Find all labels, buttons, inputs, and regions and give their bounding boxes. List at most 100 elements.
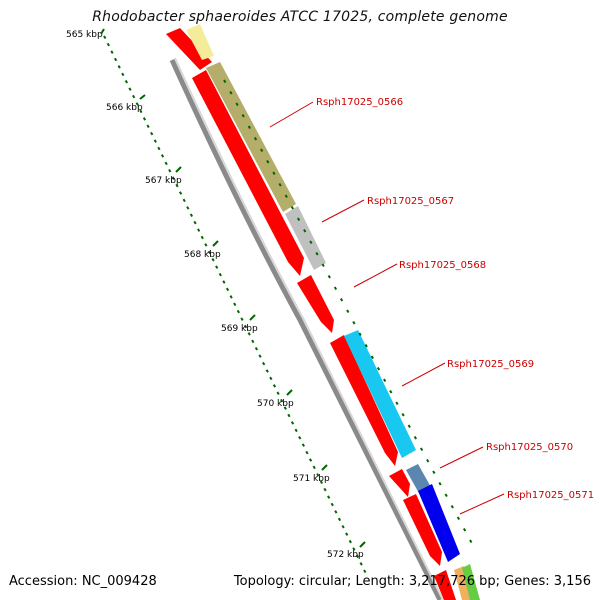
scale-dot xyxy=(253,136,258,141)
scale-dot xyxy=(171,176,175,180)
cds-feature xyxy=(330,335,398,466)
scale-dot xyxy=(364,343,368,348)
scale-dot xyxy=(401,412,405,417)
tick-mark xyxy=(249,314,256,321)
scale-dot xyxy=(225,287,230,292)
tick-label-568: 568 kbp xyxy=(184,250,221,260)
scale-dot xyxy=(309,240,313,245)
scale-dot xyxy=(117,65,121,69)
scale-dot xyxy=(200,235,204,240)
gene-label-0570[interactable]: Rsph17025_0570 xyxy=(486,442,573,453)
scale-dots-inner xyxy=(103,35,367,574)
scale-dot xyxy=(319,480,324,485)
scale-dot xyxy=(346,309,350,314)
scale-dot xyxy=(251,339,255,344)
scale-dot xyxy=(298,435,302,440)
tick-label-571: 571 kbp xyxy=(293,474,330,484)
cds-feature xyxy=(403,494,442,566)
scale-dot xyxy=(337,517,342,522)
scale-dot xyxy=(233,302,237,307)
cds-feature xyxy=(192,70,304,276)
gene-block-0569 xyxy=(344,330,416,458)
scale-dot xyxy=(315,251,319,256)
scale-dot xyxy=(229,90,233,95)
scale-dot xyxy=(305,450,309,455)
scale-dot xyxy=(303,228,307,233)
reverse-strand xyxy=(166,28,456,600)
scale-dot xyxy=(456,516,461,521)
scale-dot xyxy=(413,435,418,440)
scale-dot xyxy=(462,527,467,532)
scale-dot xyxy=(348,539,352,544)
scale-dot xyxy=(276,391,280,396)
scale-dot xyxy=(168,168,172,173)
scale-dot xyxy=(265,369,269,373)
scale-dot xyxy=(269,376,273,381)
gene-label-0568[interactable]: Rsph17025_0568 xyxy=(399,260,486,271)
scale-dot xyxy=(178,191,183,195)
map-title: Rhodobacter sphaeroides ATCC 17025, comp… xyxy=(92,9,508,25)
scale-dot xyxy=(207,250,212,255)
scale-dot xyxy=(296,217,301,222)
gene-labels: Rsph17025_0566 Rsph17025_0567 Rsph17025_… xyxy=(316,97,594,501)
scale-dot xyxy=(308,458,313,462)
scale-dot xyxy=(272,384,277,388)
tick-mark xyxy=(175,166,182,173)
scale-dot xyxy=(352,547,356,551)
leader-line-0567 xyxy=(321,199,365,223)
scale-dot xyxy=(157,146,161,151)
gene-label-0567[interactable]: Rsph17025_0567 xyxy=(367,196,454,207)
tick-label-570: 570 kbp xyxy=(257,399,294,409)
scale-dot xyxy=(438,481,442,486)
scale-dot xyxy=(358,332,362,337)
gene-label-0569[interactable]: Rsph17025_0569 xyxy=(447,359,534,370)
scale-dot xyxy=(294,428,298,433)
leader-lines xyxy=(269,101,505,515)
tick-marks xyxy=(100,28,366,548)
scale-dot xyxy=(278,182,282,187)
leader-line-0570 xyxy=(439,446,484,469)
scale-dot xyxy=(363,569,367,574)
leader-line-0571 xyxy=(459,493,505,515)
scale-dot xyxy=(121,72,125,77)
tick-label-566: 566 kbp xyxy=(106,103,143,113)
scale-dot xyxy=(197,228,201,232)
scale-dot xyxy=(284,194,288,199)
scale-dot xyxy=(407,424,411,429)
scale-dot xyxy=(327,274,331,279)
scale-dot xyxy=(262,361,266,366)
cds-feature xyxy=(297,275,334,333)
scale-dot xyxy=(330,502,334,507)
scale-dot xyxy=(383,378,387,383)
scale-dot xyxy=(243,324,248,329)
scale-dot xyxy=(355,554,360,559)
scale-dot xyxy=(266,159,270,164)
scale-dot xyxy=(139,109,143,114)
genome-backbone xyxy=(169,58,443,600)
scale-dot xyxy=(359,562,363,566)
scale-dot xyxy=(345,532,349,536)
gene-label-0571[interactable]: Rsph17025_0571 xyxy=(507,490,594,501)
scale-dot xyxy=(110,50,114,54)
scale-dot xyxy=(132,94,136,99)
gene-block-next-2 xyxy=(462,564,480,600)
scale-dot xyxy=(175,183,179,188)
scale-dot xyxy=(164,161,168,166)
scale-dot xyxy=(280,398,284,403)
scale-dot xyxy=(142,117,147,121)
scale-dot xyxy=(419,447,424,452)
scale-dot xyxy=(189,213,194,218)
scale-dot xyxy=(469,539,473,544)
cds-feature xyxy=(389,469,410,497)
scale-dot xyxy=(450,504,454,509)
scale-dot xyxy=(341,524,345,529)
tick-label-572: 572 kbp xyxy=(327,550,364,560)
scale-dot xyxy=(211,257,215,262)
gene-label-0566[interactable]: Rsph17025_0566 xyxy=(316,97,403,108)
scale-dot xyxy=(258,354,262,358)
scale-dot xyxy=(153,139,157,143)
scale-dot xyxy=(160,154,165,158)
scale-dot xyxy=(235,102,239,107)
scale-dot xyxy=(370,355,374,360)
